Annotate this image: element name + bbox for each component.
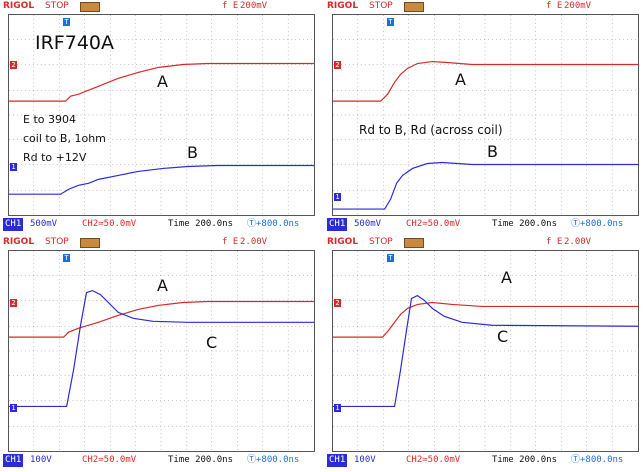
trigger-level: 200mV: [240, 1, 268, 11]
horizontal-delay: Ⓣ+800.0ns: [571, 455, 624, 465]
ch2-scale[interactable]: CH2≃50.0mV: [82, 219, 137, 229]
scope-panel-top-right: RIGOL STOP f E 200mV T 2 1 A B Rd to B, …: [324, 0, 642, 232]
annotation-note-2: coil to B, 1ohm: [23, 132, 106, 145]
ch1-tag[interactable]: CH1: [3, 454, 24, 467]
annotation-c: C: [206, 333, 218, 352]
horizontal-delay: Ⓣ+800.0ns: [247, 455, 300, 465]
ch2-ground-marker[interactable]: 2: [334, 61, 341, 69]
annotation-note-1: E to 3904: [23, 113, 76, 126]
horizontal-delay: Ⓣ+800.0ns: [247, 219, 300, 229]
trigger-level: 200mV: [564, 1, 592, 11]
ch1-ground-marker[interactable]: 1: [10, 163, 17, 171]
ch1-ground-marker[interactable]: 1: [334, 404, 341, 412]
annotation-note: Rd to B, Rd (across coil): [359, 123, 503, 137]
settings-bar: CH1 500mV CH2≃50.0mV Time 200.0ns Ⓣ+800.…: [0, 218, 318, 231]
waveform-screen: T 2 1 A C: [8, 250, 315, 452]
ch2-trace: [9, 62, 314, 102]
ch2-trace: [9, 300, 314, 338]
trigger-position-marker[interactable]: T: [387, 254, 394, 262]
trigger-source: f E: [222, 1, 239, 11]
ch2-ground-marker[interactable]: 2: [10, 61, 17, 69]
timebase: Time 200.0ns: [492, 219, 558, 229]
status-bar: RIGOL STOP f E 200mV: [324, 0, 642, 13]
ch1-ground-marker[interactable]: 1: [10, 404, 17, 412]
ch1-scale: 500mV: [30, 219, 58, 229]
brand-label: RIGOL: [327, 1, 359, 11]
ch1-scale: 100V: [354, 455, 376, 465]
scope-panel-top-left: RIGOL STOP f E 200mV T 2 1 IRF740A A B E…: [0, 0, 318, 232]
ch1-scale: 500mV: [354, 219, 382, 229]
ch1-trace: [9, 164, 314, 195]
horizontal-delay: Ⓣ+800.0ns: [571, 219, 624, 229]
annotation-b: B: [187, 143, 198, 162]
battery-icon: [80, 238, 100, 248]
status-bar: RIGOL STOP f E 2.00V: [324, 236, 642, 249]
ch2-scale[interactable]: CH2≃50.0mV: [406, 219, 461, 229]
timebase: Time 200.0ns: [492, 455, 558, 465]
ch2-trace: [333, 301, 638, 338]
ch1-scale: 100V: [30, 455, 52, 465]
waveform-screen: T 2 1 A B Rd to B, Rd (across coil): [332, 14, 639, 216]
trigger-level: 2.00V: [564, 237, 592, 247]
settings-bar: CH1 100V CH2≃50.0mV Time 200.0ns Ⓣ+800.0…: [324, 454, 642, 467]
settings-bar: CH1 100V CH2≃50.0mV Time 200.0ns Ⓣ+800.0…: [0, 454, 318, 467]
waveform-screen: T 2 1 A C: [332, 250, 639, 452]
trigger-position-marker[interactable]: T: [387, 18, 394, 26]
ch1-tag[interactable]: CH1: [327, 218, 348, 231]
ch2-ground-marker[interactable]: 2: [10, 299, 17, 307]
status-bar: RIGOL STOP f E 2.00V: [0, 236, 318, 249]
settings-bar: CH1 500mV CH2≃50.0mV Time 200.0ns Ⓣ+800.…: [324, 218, 642, 231]
trigger-source: f E: [546, 1, 563, 11]
brand-label: RIGOL: [3, 1, 35, 11]
brand-label: RIGOL: [3, 237, 35, 247]
annotation-a: A: [501, 268, 512, 287]
trigger-position-marker[interactable]: T: [63, 254, 70, 262]
ch2-ground-marker[interactable]: 2: [334, 299, 341, 307]
run-state[interactable]: STOP: [45, 237, 69, 247]
brand-label: RIGOL: [327, 237, 359, 247]
ch1-trace: [9, 289, 314, 408]
battery-icon: [404, 2, 424, 12]
waveform-screen: T 2 1 IRF740A A B E to 3904 coil to B, 1…: [8, 14, 315, 216]
scope-panel-bottom-left: RIGOL STOP f E 2.00V T 2 1 A C CH1 100V: [0, 236, 318, 468]
annotation-a: A: [157, 72, 168, 91]
trigger-level: 2.00V: [240, 237, 268, 247]
annotation-c: C: [497, 327, 509, 346]
graticule: [9, 251, 314, 451]
status-bar: RIGOL STOP f E 200mV: [0, 0, 318, 13]
annotation-a: A: [455, 70, 466, 89]
battery-icon: [404, 238, 424, 248]
ch2-scale[interactable]: CH2≃50.0mV: [82, 455, 137, 465]
ch2-scale[interactable]: CH2≃50.0mV: [406, 455, 461, 465]
annotation-a: A: [157, 276, 168, 295]
ch1-trace: [333, 161, 638, 210]
trigger-position-marker[interactable]: T: [63, 18, 70, 26]
run-state[interactable]: STOP: [369, 1, 393, 11]
ch1-trace: [333, 294, 638, 408]
ch1-ground-marker[interactable]: 1: [334, 193, 341, 201]
battery-icon: [80, 2, 100, 12]
graticule: [333, 251, 638, 451]
graticule: [333, 15, 638, 215]
timebase: Time 200.0ns: [168, 219, 234, 229]
run-state[interactable]: STOP: [369, 237, 393, 247]
annotation-b: B: [487, 142, 498, 161]
ch1-tag[interactable]: CH1: [327, 454, 348, 467]
trigger-source: f E: [546, 237, 563, 247]
scope-panel-bottom-right: RIGOL STOP f E 2.00V T 2 1 A C CH1 100V: [324, 236, 642, 468]
annotation-title: IRF740A: [35, 32, 114, 54]
ch2-trace: [333, 60, 638, 102]
run-state[interactable]: STOP: [45, 1, 69, 11]
annotation-note-3: Rd to +12V: [23, 151, 87, 164]
graticule: [9, 15, 314, 215]
timebase: Time 200.0ns: [168, 455, 234, 465]
trigger-source: f E: [222, 237, 239, 247]
ch1-tag[interactable]: CH1: [3, 218, 24, 231]
